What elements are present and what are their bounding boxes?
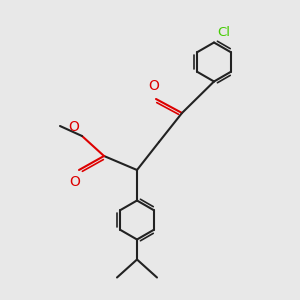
Text: O: O xyxy=(70,175,80,189)
Text: O: O xyxy=(68,120,79,134)
Text: O: O xyxy=(148,79,159,93)
Text: Cl: Cl xyxy=(217,26,230,38)
